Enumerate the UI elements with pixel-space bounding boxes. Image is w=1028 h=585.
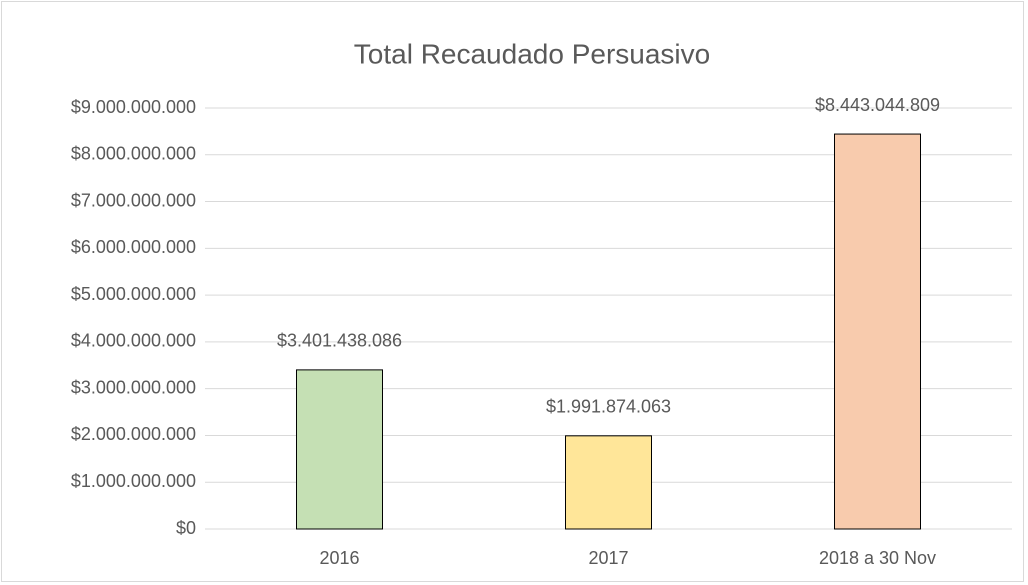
y-tick-label: $7.000.000.000 [71,190,196,210]
x-tick-label: 2016 [319,548,359,568]
bar [834,133,921,530]
y-tick-label: $8.000.000.000 [71,144,196,164]
data-label: $1.991.874.063 [546,397,671,417]
data-label: $3.401.438.086 [277,331,402,351]
x-tick-label: 2017 [588,548,628,568]
chart-title: Total Recaudado Persuasivo [354,38,710,69]
y-tick-label: $4.000.000.000 [71,331,196,351]
y-tick-label: $0 [176,518,196,538]
y-tick-label: $5.000.000.000 [71,284,196,304]
y-tick-label: $6.000.000.000 [71,237,196,257]
bar [296,369,383,530]
y-tick-label: $1.000.000.000 [71,471,196,491]
bar [565,435,652,530]
y-tick-label: $2.000.000.000 [71,424,196,444]
y-tick-label: $9.000.000.000 [71,97,196,117]
x-tick-label: 2018 a 30 Nov [819,548,936,568]
data-label: $8.443.044.809 [815,95,940,115]
y-tick-label: $3.000.000.000 [71,377,196,397]
